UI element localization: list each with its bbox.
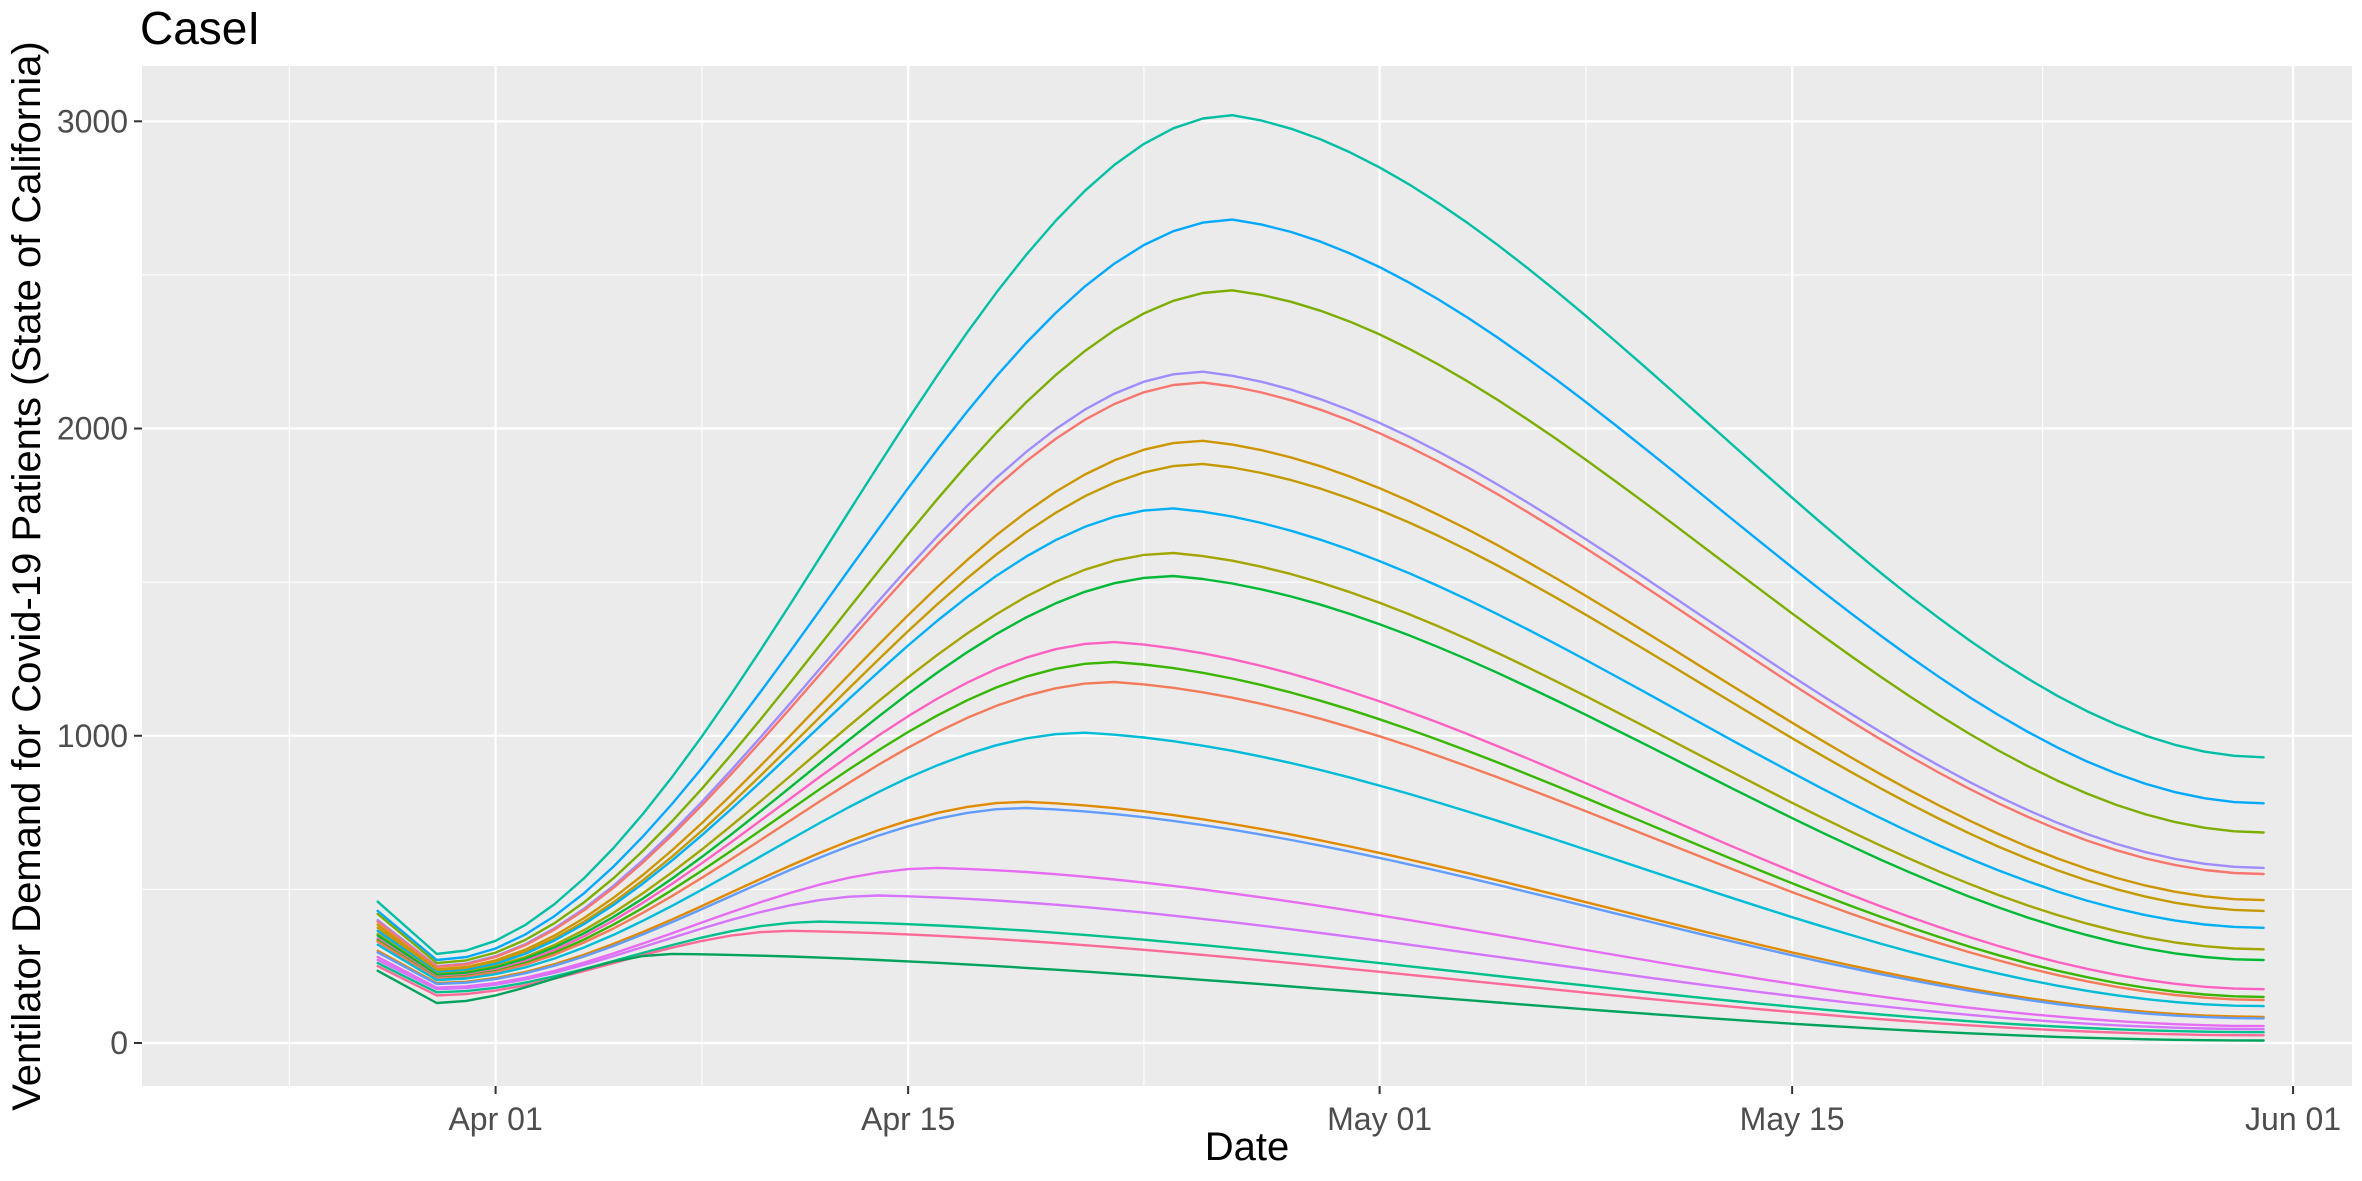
series-line-1 <box>376 114 2265 956</box>
y-axis-title: Ventilator Demand for Covid-19 Patients … <box>5 41 49 1110</box>
series-line-14 <box>376 731 2265 1008</box>
x-tick-label: Jun 01 <box>2245 1101 2341 1137</box>
series-line-7 <box>376 462 2265 972</box>
series-line-16 <box>376 806 2265 1020</box>
series-line-19 <box>376 920 2265 1034</box>
series-line-12 <box>376 660 2265 999</box>
series-line-9 <box>376 551 2265 976</box>
series-line-10 <box>376 574 2265 976</box>
y-tick-label: 1000 <box>57 718 128 754</box>
series-line-3 <box>376 289 2265 965</box>
series-line-11 <box>376 640 2265 991</box>
series-line-18 <box>376 894 2265 1031</box>
x-tick-label: May 01 <box>1327 1101 1432 1137</box>
series-line-5 <box>376 381 2265 968</box>
x-tick-label: Apr 15 <box>861 1101 955 1137</box>
y-tick-label: 3000 <box>57 103 128 139</box>
y-tick-label: 2000 <box>57 411 128 447</box>
x-tick-label: May 15 <box>1740 1101 1845 1137</box>
series-line-15 <box>376 800 2265 1019</box>
series-line-6 <box>376 439 2265 971</box>
series-line-20 <box>376 929 2265 1037</box>
y-axis-ticks: 0 1000 2000 3000 <box>57 103 142 1061</box>
series-line-21 <box>376 952 2265 1042</box>
x-axis-ticks: Apr 01 Apr 15 May 01 May 15 Jun 01 <box>448 1086 2341 1137</box>
y-tick-label: 0 <box>110 1025 128 1061</box>
series-line-8 <box>376 507 2265 974</box>
series-line-17 <box>376 866 2265 1028</box>
x-axis-title: Date <box>1205 1125 1290 1169</box>
series-line-4 <box>376 370 2265 968</box>
plot-panel <box>142 66 2352 1086</box>
x-tick-label: Apr 01 <box>448 1101 542 1137</box>
series-line-13 <box>376 680 2265 1002</box>
series-lines <box>376 114 2265 1042</box>
series-line-2 <box>376 218 2265 962</box>
chart-title: CaseI <box>140 2 260 54</box>
